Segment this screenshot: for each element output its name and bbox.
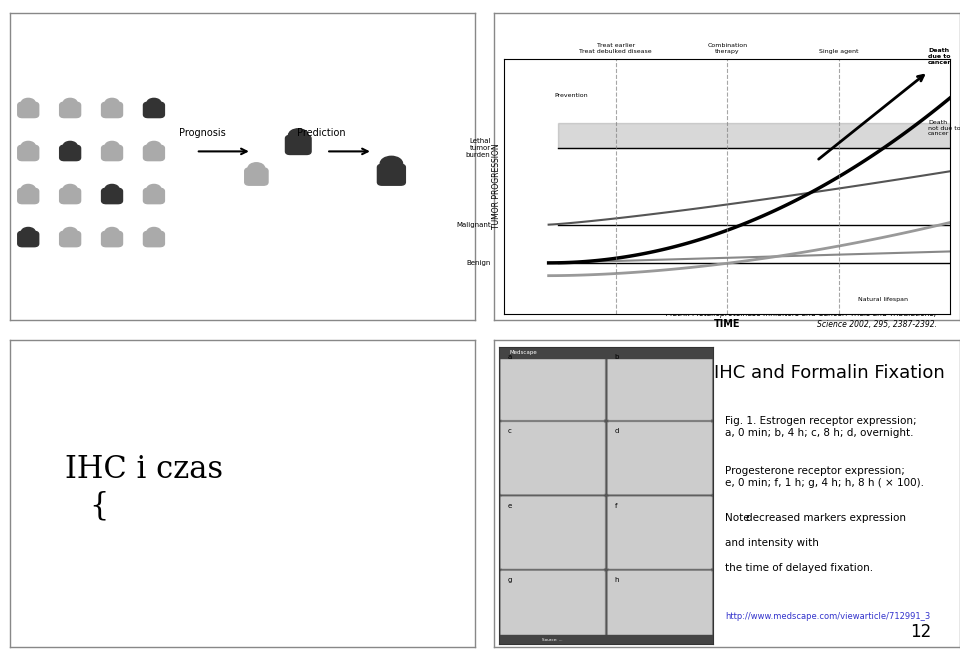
FancyBboxPatch shape: [17, 102, 38, 118]
Circle shape: [105, 184, 119, 194]
Circle shape: [248, 163, 265, 174]
Text: and intensity with: and intensity with: [725, 538, 819, 548]
FancyBboxPatch shape: [500, 347, 605, 421]
Text: Note: Note: [725, 513, 753, 523]
Circle shape: [105, 228, 119, 237]
FancyBboxPatch shape: [143, 188, 164, 203]
FancyBboxPatch shape: [102, 145, 123, 161]
FancyBboxPatch shape: [608, 347, 712, 421]
Text: Medscape: Medscape: [510, 350, 538, 355]
Text: Treat earlier
Treat debulked disease: Treat earlier Treat debulked disease: [579, 43, 652, 54]
Circle shape: [63, 184, 77, 194]
FancyBboxPatch shape: [285, 135, 311, 154]
Text: c: c: [508, 428, 512, 434]
FancyBboxPatch shape: [102, 102, 123, 118]
Circle shape: [147, 98, 161, 108]
FancyBboxPatch shape: [608, 496, 712, 569]
FancyBboxPatch shape: [245, 168, 268, 185]
Text: Progesterone receptor expression;
e, 0 min; f, 1 h; g, 4 h; h, 8 h ( × 100).: Progesterone receptor expression; e, 0 m…: [725, 466, 924, 488]
Bar: [499, 347, 713, 358]
Text: Combination
therapy: Combination therapy: [708, 43, 747, 54]
FancyBboxPatch shape: [102, 188, 123, 203]
Text: Source: ...: Source: ...: [542, 638, 563, 642]
FancyBboxPatch shape: [17, 232, 38, 247]
Bar: [558, 123, 950, 148]
Circle shape: [63, 98, 77, 108]
Circle shape: [105, 141, 119, 150]
FancyBboxPatch shape: [60, 232, 81, 247]
Circle shape: [289, 129, 308, 142]
Circle shape: [63, 141, 77, 150]
X-axis label: TIME: TIME: [714, 319, 740, 330]
Text: h: h: [614, 577, 619, 583]
FancyBboxPatch shape: [17, 145, 38, 161]
Circle shape: [63, 228, 77, 237]
Text: http://www.medscape.com/viewarticle/712991_3: http://www.medscape.com/viewarticle/7129…: [725, 612, 930, 621]
Text: b: b: [614, 354, 619, 360]
FancyBboxPatch shape: [500, 496, 605, 569]
FancyBboxPatch shape: [143, 232, 164, 247]
Circle shape: [147, 184, 161, 194]
Text: {: {: [88, 490, 108, 522]
Text: Coussens L. M., Fingleton B., Matrisian L. M.:
Matrix Metalloproteinase Inhibito: Coussens L. M., Fingleton B., Matrisian …: [666, 299, 937, 329]
FancyBboxPatch shape: [143, 145, 164, 161]
Circle shape: [147, 228, 161, 237]
Circle shape: [21, 184, 36, 194]
Y-axis label: TUMOR PROGRESSION: TUMOR PROGRESSION: [492, 144, 501, 229]
FancyBboxPatch shape: [500, 570, 605, 644]
Text: decreased markers expression: decreased markers expression: [746, 513, 906, 523]
FancyBboxPatch shape: [60, 145, 81, 161]
Text: a: a: [508, 354, 512, 360]
Text: e: e: [508, 503, 512, 509]
Text: Lethal
tumor
burden: Lethal tumor burden: [466, 138, 491, 158]
Text: d: d: [614, 428, 619, 434]
Text: Prognosis: Prognosis: [180, 128, 227, 138]
Circle shape: [21, 141, 36, 150]
Text: 12: 12: [910, 623, 931, 641]
Text: f: f: [614, 503, 617, 509]
Text: Natural lifespan: Natural lifespan: [858, 297, 908, 302]
Text: Prevention: Prevention: [554, 93, 588, 98]
FancyBboxPatch shape: [608, 422, 712, 494]
Text: Benign: Benign: [467, 260, 491, 266]
FancyBboxPatch shape: [60, 188, 81, 203]
Text: Single agent: Single agent: [819, 49, 858, 54]
Circle shape: [105, 98, 119, 108]
Text: Death
due to
cancer: Death due to cancer: [928, 48, 951, 65]
FancyBboxPatch shape: [377, 164, 405, 185]
Text: Fig. 1. Estrogen receptor expression;
a, 0 min; b, 4 h; c, 8 h; d, overnight.: Fig. 1. Estrogen receptor expression; a,…: [725, 417, 917, 438]
FancyBboxPatch shape: [60, 102, 81, 118]
Circle shape: [21, 98, 36, 108]
FancyBboxPatch shape: [608, 570, 712, 644]
Text: Death
not due to
cancer: Death not due to cancer: [928, 120, 960, 137]
Circle shape: [147, 141, 161, 150]
Circle shape: [21, 228, 36, 237]
FancyBboxPatch shape: [500, 422, 605, 494]
Text: Malignant: Malignant: [456, 222, 491, 228]
Text: IHC i czas: IHC i czas: [65, 454, 224, 485]
Text: the time of delayed fixation.: the time of delayed fixation.: [725, 563, 873, 573]
FancyBboxPatch shape: [17, 188, 38, 203]
Bar: [499, 635, 713, 644]
FancyBboxPatch shape: [143, 102, 164, 118]
FancyBboxPatch shape: [102, 232, 123, 247]
Text: Prediction: Prediction: [298, 128, 346, 138]
Text: g: g: [508, 577, 512, 583]
Circle shape: [380, 156, 402, 171]
Text: IHC and Formalin Fixation: IHC and Formalin Fixation: [714, 364, 945, 382]
